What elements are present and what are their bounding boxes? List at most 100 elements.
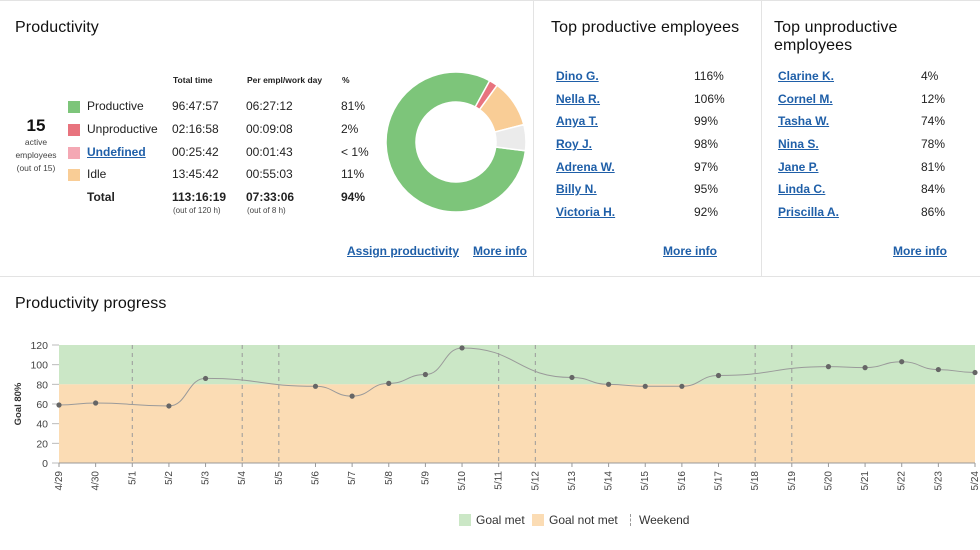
data-point[interactable] <box>349 393 355 399</box>
donut-slice-productive <box>385 71 527 213</box>
employee-pct: 106% <box>694 92 725 106</box>
list-item: Roy J. 98% <box>556 137 756 157</box>
productivity-row-productive: Productive 96:47:57 06:27:12 81% <box>66 99 386 121</box>
x-tick-label: 5/1 <box>127 471 138 485</box>
x-tick-label: 4/30 <box>91 471 102 491</box>
y-tick-label: 60 <box>36 399 48 411</box>
row-pct: 2% <box>341 122 359 136</box>
x-tick-label: 5/18 <box>750 471 761 491</box>
row-total: 13:45:42 <box>172 167 219 181</box>
data-point[interactable] <box>606 381 612 387</box>
x-tick-label: 4/29 <box>54 471 65 491</box>
employee-pct: 98% <box>694 137 719 151</box>
x-tick-label: 5/7 <box>347 471 358 485</box>
list-item: Clarine K. 4% <box>778 69 978 89</box>
undefined-link[interactable]: Undefined <box>87 145 146 159</box>
data-point[interactable] <box>825 364 832 370</box>
data-point[interactable] <box>459 345 465 351</box>
data-point[interactable] <box>569 374 575 381</box>
data-point[interactable] <box>679 383 685 389</box>
x-tick-label: 5/9 <box>420 471 431 485</box>
donut-slice-undefined <box>493 123 527 152</box>
y-tick-label: 80 <box>36 379 48 391</box>
employee-link[interactable]: Clarine K. <box>778 69 835 83</box>
x-tick-label: 5/10 <box>457 471 468 491</box>
employee-pct: 78% <box>921 137 946 151</box>
x-tick-label: 5/6 <box>310 471 321 485</box>
employee-link[interactable]: Jane P. <box>778 160 819 174</box>
list-item: Linda C. 84% <box>778 182 978 202</box>
employee-link[interactable]: Nina S. <box>778 137 819 151</box>
employee-link[interactable]: Tasha W. <box>778 114 830 128</box>
data-point[interactable] <box>899 359 905 365</box>
legend-goal-met: Goal met <box>459 513 525 527</box>
x-tick-label: 5/4 <box>237 471 248 485</box>
x-tick-label: 5/11 <box>494 471 505 490</box>
active-count-label: active <box>24 137 48 147</box>
employee-link[interactable]: Victoria H. <box>556 205 616 219</box>
x-tick-label: 5/16 <box>677 471 688 491</box>
row-pct: 94% <box>341 190 366 204</box>
employee-link[interactable]: Cornel M. <box>778 92 833 106</box>
goal-not-met-band <box>59 384 975 463</box>
x-tick-label: 5/8 <box>384 471 395 485</box>
employee-link[interactable]: Adrena W. <box>556 160 615 174</box>
more-info-link[interactable]: More info <box>663 244 717 258</box>
more-info-link[interactable]: More info <box>893 244 947 258</box>
x-tick-label: 5/20 <box>823 471 834 491</box>
more-info-link[interactable]: More info <box>473 244 527 258</box>
employee-link[interactable]: Priscilla A. <box>778 205 839 219</box>
y-tick-label: 120 <box>30 340 48 352</box>
row-per-day: 00:09:08 <box>246 122 293 136</box>
row-label: Productive <box>87 99 144 113</box>
employee-link[interactable]: Dino G. <box>556 69 599 83</box>
data-point[interactable] <box>166 403 172 409</box>
employee-pct: 84% <box>921 182 946 196</box>
panel-title: Top unproductive employees <box>774 19 898 54</box>
list-item: Nina S. 78% <box>778 137 978 157</box>
data-point[interactable] <box>715 372 722 379</box>
list-item: Victoria H. 92% <box>556 205 756 225</box>
list-item: Anya T. 99% <box>556 114 756 134</box>
data-point[interactable] <box>935 366 941 373</box>
productivity-row-idle: Idle 13:45:42 00:55:03 11% <box>66 167 386 189</box>
employee-link[interactable]: Billy N. <box>556 182 597 196</box>
divider <box>0 276 980 277</box>
data-point[interactable] <box>202 375 209 382</box>
row-total: 113:16:19 <box>172 190 227 204</box>
list-item: Billy N. 95% <box>556 182 756 202</box>
legend-label: Weekend <box>639 513 690 527</box>
legend-swatch <box>532 514 544 526</box>
legend-goal-not-met: Goal not met <box>532 513 618 527</box>
productivity-row-undefined: Undefined 00:25:42 00:01:43 < 1% <box>66 145 386 167</box>
assign-productivity-link[interactable]: Assign productivity <box>347 244 460 258</box>
list-item: Priscilla A. 86% <box>778 205 978 225</box>
x-tick-label: 5/13 <box>567 471 578 491</box>
data-point[interactable] <box>422 371 428 378</box>
data-point[interactable] <box>642 383 648 389</box>
panel-title: Top productive employees <box>551 19 740 36</box>
employee-link[interactable]: Roy J. <box>556 137 593 151</box>
x-tick-label: 5/21 <box>860 471 871 491</box>
x-tick-label: 5/3 <box>201 471 212 485</box>
row-label: Total <box>87 190 115 204</box>
employee-link[interactable]: Linda C. <box>778 182 826 196</box>
divider <box>761 0 762 276</box>
y-tick-label: 40 <box>36 419 48 431</box>
data-point[interactable] <box>56 402 62 408</box>
row-total: 02:16:58 <box>172 122 219 136</box>
legend-swatch <box>459 514 471 526</box>
data-point[interactable] <box>312 383 319 389</box>
row-pct: 11% <box>341 167 365 181</box>
employee-link[interactable]: Nella R. <box>556 92 601 106</box>
legend-weekend: Weekend <box>630 513 689 527</box>
employee-pct: 92% <box>694 205 719 219</box>
legend-label: Goal not met <box>549 513 618 527</box>
data-point[interactable] <box>93 400 99 406</box>
data-point[interactable] <box>862 365 868 371</box>
data-point[interactable] <box>972 369 978 376</box>
employee-link[interactable]: Anya T. <box>556 114 599 128</box>
data-point[interactable] <box>386 380 392 386</box>
list-item: Tasha W. 74% <box>778 114 978 134</box>
x-tick-label: 5/15 <box>640 471 651 491</box>
